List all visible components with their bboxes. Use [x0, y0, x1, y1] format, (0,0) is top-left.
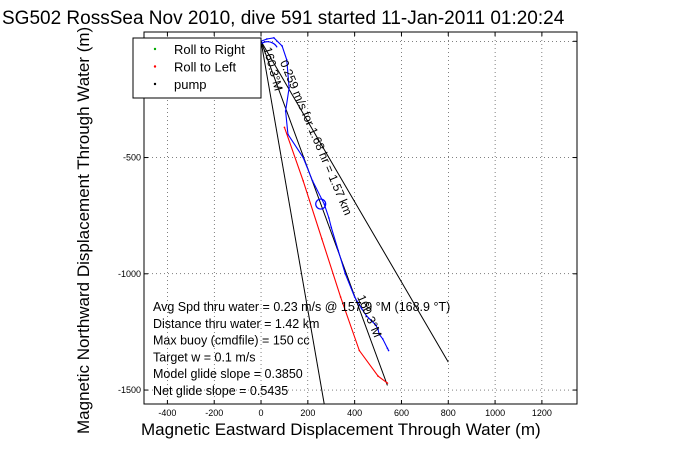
track-point — [386, 347, 389, 350]
stat-line: Max buoy (cmdfile) = 150 cc — [153, 334, 310, 348]
reference-line — [260, 41, 388, 386]
track-point — [360, 307, 363, 310]
track-point — [330, 226, 333, 229]
track-point — [285, 59, 288, 61]
track-point — [378, 333, 381, 336]
turn-marker — [315, 198, 327, 210]
track-point — [387, 349, 390, 352]
x-ticks: -400 -200 0 200 400 600 800 1000 1200 — [158, 32, 552, 418]
x-tick-label: 1200 — [532, 408, 552, 418]
stat-line: Target w = 0.1 m/s — [153, 350, 255, 364]
legend-marker — [153, 82, 157, 86]
x-tick-label: 800 — [441, 408, 456, 418]
grid — [144, 32, 577, 404]
y-axis-label: Magnetic Northward Displacement Through … — [74, 27, 93, 434]
y-tick-label: -1500 — [118, 385, 141, 395]
y-tick-label: -500 — [123, 153, 141, 163]
track-point — [323, 203, 326, 205]
track-point — [283, 126, 286, 129]
track-point — [311, 180, 314, 182]
track-point — [377, 328, 379, 331]
x-tick-label: 400 — [347, 408, 362, 418]
track-point — [266, 38, 268, 40]
track-point — [273, 37, 275, 39]
stats-block: Avg Spd thru water = 0.23 m/s @ 157.9 °M… — [153, 300, 450, 398]
reference-line — [260, 41, 325, 405]
track-point — [344, 273, 347, 275]
stat-line: Distance thru water = 1.42 km — [153, 317, 319, 331]
track-point — [328, 217, 330, 219]
legend-box — [132, 37, 262, 99]
legend-label: Roll to Right — [174, 42, 245, 57]
track-point — [339, 296, 342, 298]
x-tick-label: -400 — [158, 408, 176, 418]
legend: Roll to Right Roll to Left pump — [132, 37, 262, 99]
annotations-layer: 160.3°M0.259 m/s for 1.68 hr = 1.57 km16… — [260, 45, 384, 339]
stat-line: Net glide slope = 0.5435 — [153, 384, 288, 398]
track-point — [284, 110, 287, 112]
legend-label: pump — [174, 77, 207, 92]
track-point — [281, 45, 283, 47]
x-tick-label: 1000 — [485, 408, 505, 418]
x-tick-label: 0 — [259, 408, 264, 418]
legend-marker — [153, 65, 157, 68]
track-point — [288, 87, 290, 89]
heading-annotation: 0.259 m/s for 1.68 hr = 1.57 km — [277, 58, 355, 217]
track-point — [337, 249, 340, 252]
x-tick-label: 600 — [394, 408, 409, 418]
chart-title: SG502 RossSea Nov 2010, dive 591 started… — [2, 8, 565, 29]
stat-line: Avg Spd thru water = 0.23 m/s @ 157.9 °M… — [153, 300, 450, 314]
reference-line — [260, 41, 449, 363]
x-tick-label: -200 — [205, 408, 223, 418]
series-layer — [260, 37, 390, 384]
track-point — [386, 382, 389, 384]
legend-label: Roll to Left — [174, 60, 237, 75]
track-point — [377, 375, 379, 377]
track-point — [370, 319, 372, 322]
x-axis-label: Magnetic Eastward Displacement Through W… — [141, 420, 541, 439]
track-point — [374, 324, 377, 326]
stat-line: Model glide slope = 0.3850 — [153, 367, 303, 381]
track-point — [365, 314, 368, 317]
track-point — [302, 156, 304, 159]
track-point — [321, 238, 323, 240]
track-point — [381, 338, 384, 340]
x-tick-label: 200 — [300, 408, 315, 418]
legend-marker — [153, 47, 157, 51]
reference-lines — [260, 41, 449, 405]
y-tick-label: -1000 — [118, 269, 141, 279]
axes-frame — [143, 31, 578, 405]
track-point — [302, 180, 304, 182]
track-point — [353, 296, 356, 298]
track-point — [358, 349, 361, 352]
